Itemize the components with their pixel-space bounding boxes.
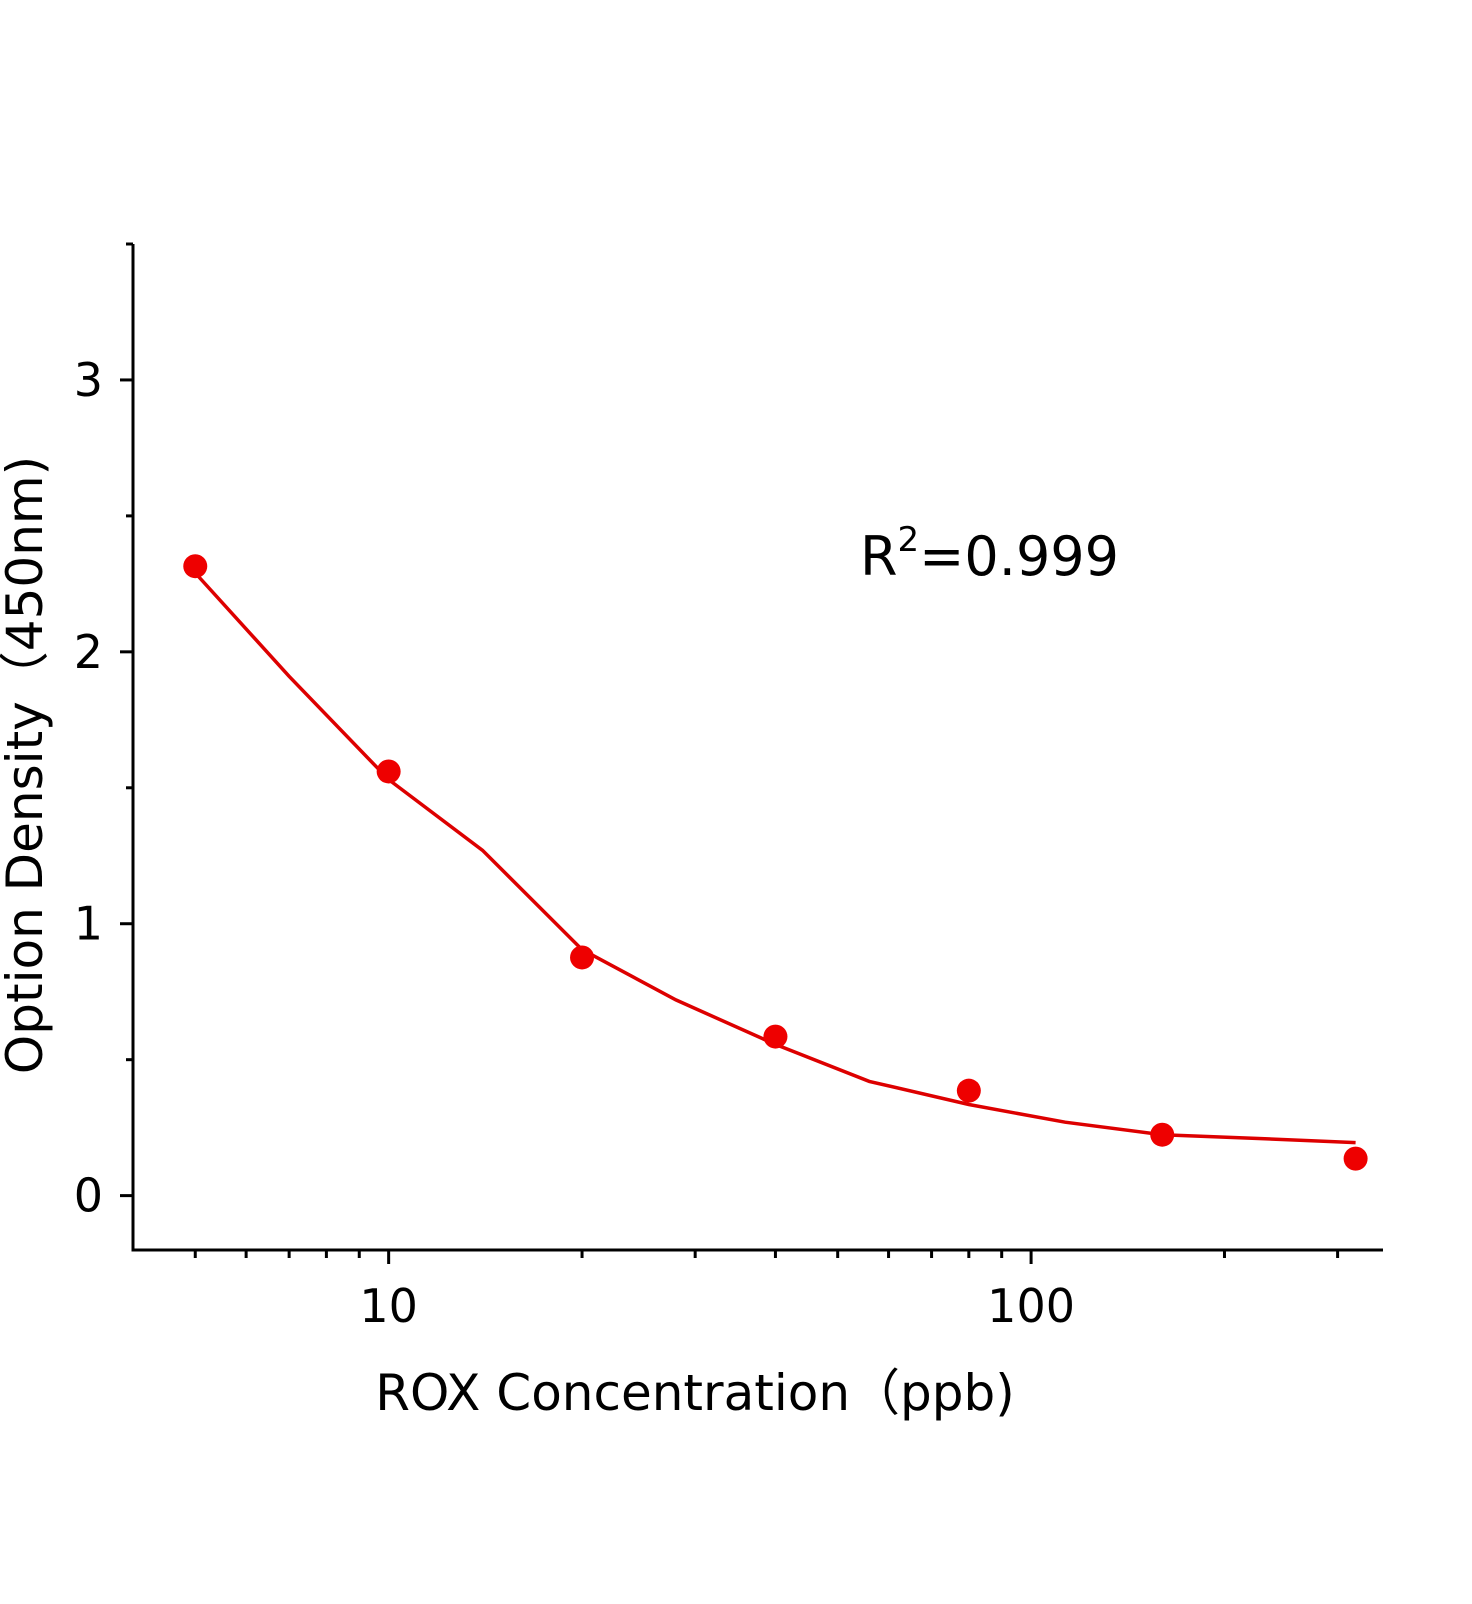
data-point	[376, 759, 401, 784]
x-tick-label: 10	[359, 1279, 418, 1333]
y-tick-label: 1	[74, 897, 103, 951]
data-point	[763, 1024, 788, 1049]
y-tick-label: 0	[74, 1169, 103, 1223]
annotation-text: R	[860, 525, 898, 588]
data-point	[570, 945, 595, 970]
x-axis-label: ROX Concentration（ppb)	[375, 1364, 1014, 1422]
annotation: R2=0.999	[860, 520, 1119, 588]
data-point	[1150, 1122, 1175, 1147]
data-point	[956, 1078, 981, 1103]
annotation-text: =0.999	[919, 525, 1119, 588]
data-point	[183, 554, 208, 579]
y-tick-label: 3	[74, 353, 103, 407]
fit-curve	[194, 571, 1356, 1145]
y-tick-label: 2	[74, 625, 103, 679]
x-tick-label: 100	[987, 1279, 1075, 1333]
y-axis-label: Option Density（450nm)	[0, 456, 54, 1074]
data-point	[1343, 1146, 1368, 1171]
annotation-superscript: 2	[898, 520, 920, 560]
